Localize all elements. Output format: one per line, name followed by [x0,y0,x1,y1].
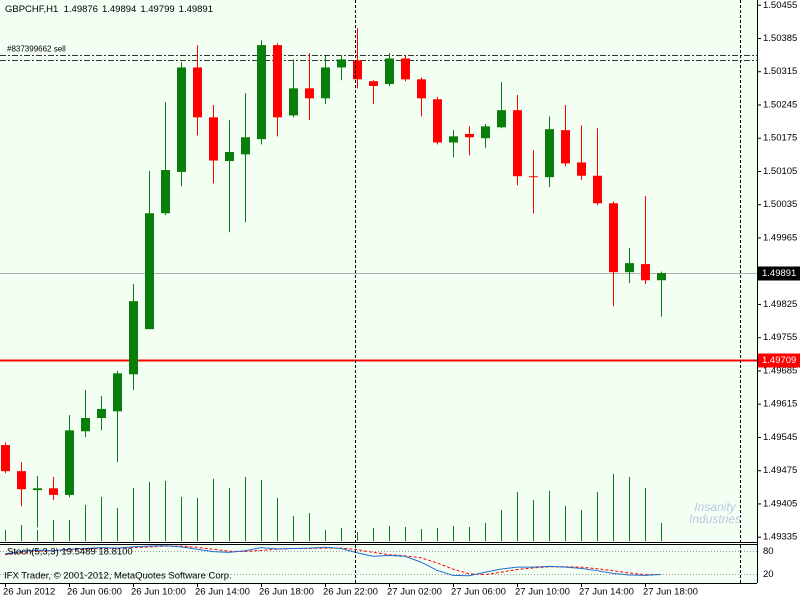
candle-body [33,488,42,491]
candle-body [305,88,314,99]
footer: IFX Trader, © 2001-2012, MetaQuotes Soft… [4,571,232,582]
header-high: 1.49894 [102,4,136,15]
stoch-label: Stoch(5,3,3) 19.5489 18.8100 [7,547,133,558]
candle-body [65,430,74,495]
candle-body [625,263,634,273]
candle-body [433,99,442,143]
candle-body [385,58,394,85]
candle-body [529,176,538,178]
price-label: 1.49709 [762,355,796,366]
candle-body [609,203,618,273]
candle-body [513,110,522,177]
price-label-box [758,266,800,281]
y-tick-label: 1.49615 [763,399,797,410]
x-tick-label: 26 Jun 22:00 [323,587,378,598]
candle-body [497,110,506,128]
candle-body [561,130,570,164]
candle-body [465,133,474,138]
x-tick-label: 26 Jun 06:00 [67,587,122,598]
candle-body [17,471,26,490]
candle-body [577,162,586,176]
y-tick-label: 1.50245 [763,99,797,110]
y-tick-label: 1.50315 [763,66,797,77]
candle-body [145,213,154,330]
candle-body [321,67,330,99]
y-tick-label: 1.50035 [763,199,797,210]
x-tick-label: 26 Jun 14:00 [195,587,250,598]
candle-body [417,79,426,99]
candle-body [657,273,666,281]
y-tick-label: 1.50455 [763,0,797,11]
candle-body [545,129,554,178]
x-tick-label: 27 Jun 10:00 [515,587,570,598]
candle-body [81,417,90,432]
x-tick-label: 27 Jun 14:00 [579,587,634,598]
candle-body [225,151,234,162]
stoch-tick-label: 20 [763,569,774,580]
candle-body [353,60,362,80]
candle-body [209,117,218,161]
header-low: 1.49799 [140,4,174,15]
candle-body [241,137,250,155]
price-label: 1.49891 [762,268,796,279]
candle-body [401,58,410,80]
candle-body [161,170,170,214]
y-tick-label: 1.49755 [763,332,797,343]
y-tick-label: 1.49405 [763,498,797,509]
y-tick-label: 1.50105 [763,166,797,177]
candle-body [113,373,122,412]
candle-body [337,59,346,68]
stoch-pane [0,544,757,583]
y-tick-label: 1.49335 [763,532,797,543]
candle-body [129,301,138,375]
x-tick-label: 27 Jun 18:00 [643,587,698,598]
header-open: 1.49876 [64,4,98,15]
candle-body [257,45,266,140]
candle-body [369,81,378,86]
y-tick-label: 1.49545 [763,432,797,443]
x-tick-label: 27 Jun 02:00 [387,587,442,598]
y-tick-label: 1.49825 [763,299,797,310]
plot-layer: #837399662 sell [0,28,757,577]
watermark: Industries [689,512,741,526]
x-tick-label: 26 Jun 10:00 [131,587,186,598]
candle-body [641,264,650,281]
y-tick-label: 1.49475 [763,465,797,476]
x-tick-label: 26 Jun 18:00 [259,587,314,598]
candle-body [49,488,58,495]
watermark: Insanity [694,500,736,514]
candle-body [593,175,602,204]
y-tick-label: 1.49965 [763,232,797,243]
candle-body [177,67,186,172]
y-tick-label: 1.50175 [763,133,797,144]
candle-body [273,45,282,118]
y-tick-label: 1.49685 [763,365,797,376]
stoch-tick-label: 80 [763,546,774,557]
x-tick-label: 26 Jun 2012 [3,587,55,598]
x-tick-label: 27 Jun 06:00 [451,587,506,598]
candle-body [481,126,490,139]
symbol: GBPCHF,H1 [5,4,58,15]
y-tick-label: 1.50385 [763,33,797,44]
stoch-main-line [4,545,662,577]
header-close: 1.49891 [179,4,213,15]
price-label-box [758,353,800,368]
candle-body [97,408,106,418]
candle-body [449,136,458,143]
chart-header: GBPCHF,H1 1.49876 1.49894 1.49799 1.49891 [5,4,213,15]
candle-body [193,67,202,118]
candle-body [1,445,10,472]
order-label: #837399662 sell [7,45,66,54]
candle-body [289,88,298,116]
